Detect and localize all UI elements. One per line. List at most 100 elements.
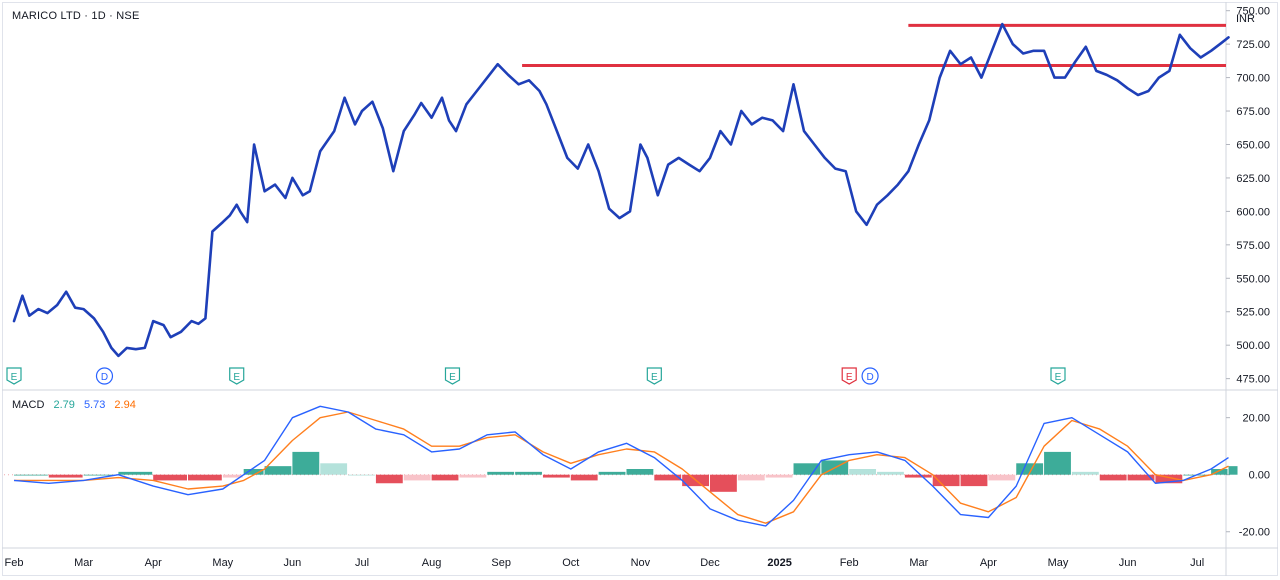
price-line[interactable] — [12, 22, 1230, 358]
dividend-event-icon[interactable] — [95, 367, 114, 385]
macd-histogram-bar — [264, 466, 292, 475]
price-tick-label: 625.00 — [1236, 173, 1270, 185]
price-tick-label: 600.00 — [1236, 206, 1270, 218]
macd-histogram-bar — [877, 471, 904, 475]
time-tick-label: Apr — [145, 557, 162, 569]
dividend-event-icon[interactable] — [861, 367, 879, 385]
price-tick-label: 725.00 — [1236, 39, 1270, 51]
time-tick-label: Jun — [284, 557, 302, 569]
chart-header: MARICO LTD · 1D · NSE — [12, 10, 140, 22]
macd-histogram-bar — [793, 463, 821, 475]
macd-histogram-bar — [1155, 474, 1183, 484]
macd-histogram-bar — [570, 474, 598, 481]
price-tick-label: 750.00 — [1236, 6, 1270, 18]
time-tick-label: Feb — [5, 557, 24, 569]
price-tick-label: 475.00 — [1236, 374, 1270, 386]
time-tick-label: May — [212, 557, 233, 569]
time-tick-label: Mar — [909, 557, 928, 569]
event-marker-label: E — [11, 372, 18, 383]
macd-histogram-bar — [988, 474, 1016, 481]
macd-histogram-bar — [654, 474, 682, 481]
macd-histogram-bar — [737, 474, 765, 481]
earnings-event-icon[interactable] — [841, 367, 857, 385]
event-marker-label: E — [846, 372, 853, 383]
earnings-event-icon[interactable] — [229, 367, 245, 385]
price-tick-label: 650.00 — [1236, 139, 1270, 151]
macd-histogram-bar — [83, 474, 118, 476]
event-marker-label: D — [101, 372, 108, 383]
macd-histogram-bar — [960, 474, 988, 487]
macd-histogram-bar — [626, 469, 654, 475]
macd-histogram-bar — [765, 474, 793, 478]
macd-legend-label[interactable]: MACD — [12, 399, 45, 411]
price-tick-label: 700.00 — [1236, 73, 1270, 85]
earnings-event-icon[interactable] — [646, 367, 662, 385]
macd-histogram-bar — [403, 474, 431, 481]
macd-histogram-bar — [904, 474, 932, 478]
exchange-label: NSE — [116, 10, 140, 22]
macd-histogram-bar — [1071, 471, 1099, 475]
macd-histogram-bar — [1044, 451, 1071, 475]
macd-histogram-bar — [515, 471, 542, 475]
price-tick-label: 500.00 — [1236, 340, 1270, 352]
currency-label[interactable]: INR — [1236, 13, 1255, 25]
header-separator: · — [81, 10, 92, 22]
macd-line-value: 5.73 — [83, 399, 106, 411]
time-tick-label: Oct — [562, 557, 579, 569]
time-tick-label: Mar — [74, 557, 93, 569]
macd-histogram-bar — [598, 471, 626, 475]
event-marker-label: E — [233, 372, 240, 383]
macd-tick-label: 20.00 — [1242, 413, 1270, 425]
macd-histogram-bar — [14, 474, 48, 476]
macd-legend: MACD 2.79 5.73 2.94 — [12, 399, 136, 411]
earnings-event-icon[interactable] — [444, 367, 461, 385]
time-tick-label: Jul — [1190, 557, 1204, 569]
macd-line[interactable] — [13, 405, 1229, 527]
earnings-event-icon[interactable] — [1050, 367, 1066, 385]
macd-histogram-bar — [153, 474, 187, 481]
time-tick-label: Apr — [980, 557, 997, 569]
macd-histogram-bar — [48, 474, 83, 478]
macd-histogram-bar — [348, 474, 375, 476]
event-marker-label: E — [1055, 372, 1062, 383]
macd-histogram-bar — [710, 474, 737, 492]
macd-histogram-bar — [542, 474, 570, 478]
macd-histogram-bar — [431, 474, 459, 481]
time-tick-label: Jul — [355, 557, 369, 569]
macd-histogram-bar — [375, 474, 403, 484]
macd-histogram-bar — [243, 469, 264, 475]
macd-histogram-bar — [1127, 474, 1155, 481]
macd-histogram-bar — [320, 463, 348, 475]
macd-histogram-bar — [932, 474, 960, 487]
macd-histogram-bar — [292, 451, 320, 475]
time-tick-label: Feb — [840, 557, 859, 569]
macd-histogram-value: 2.79 — [53, 399, 75, 411]
event-marker-label: D — [866, 372, 873, 383]
macd-histogram-bar — [1099, 474, 1127, 481]
event-marker-label: E — [449, 372, 456, 383]
time-tick-label: May — [1048, 557, 1069, 569]
earnings-event-icon[interactable] — [6, 367, 22, 385]
macd-tick-label: 0.00 — [1249, 470, 1270, 482]
price-tick-label: 525.00 — [1236, 307, 1270, 319]
time-tick-label: Aug — [422, 557, 442, 569]
event-marker-label: E — [651, 372, 658, 383]
price-tick-label: 575.00 — [1236, 240, 1270, 252]
macd-signal-value: 2.94 — [114, 399, 136, 411]
macd-histogram-bar — [1211, 469, 1228, 475]
macd-histogram-bar — [1228, 466, 1238, 475]
macd-histogram-bar — [118, 471, 153, 475]
macd-histogram-bar — [487, 471, 515, 475]
macd-histogram-bar — [459, 474, 487, 478]
symbol-name: MARICO LTD — [12, 10, 82, 22]
macd-histogram-bar — [1016, 463, 1044, 475]
macd-tick-label: -20.00 — [1239, 527, 1270, 539]
interval-label[interactable]: 1D — [91, 10, 106, 22]
macd-histogram-bar — [188, 474, 222, 481]
time-tick-label: Nov — [631, 557, 651, 569]
price-tick-label: 675.00 — [1236, 106, 1270, 118]
price-tick-label: 550.00 — [1236, 273, 1270, 285]
